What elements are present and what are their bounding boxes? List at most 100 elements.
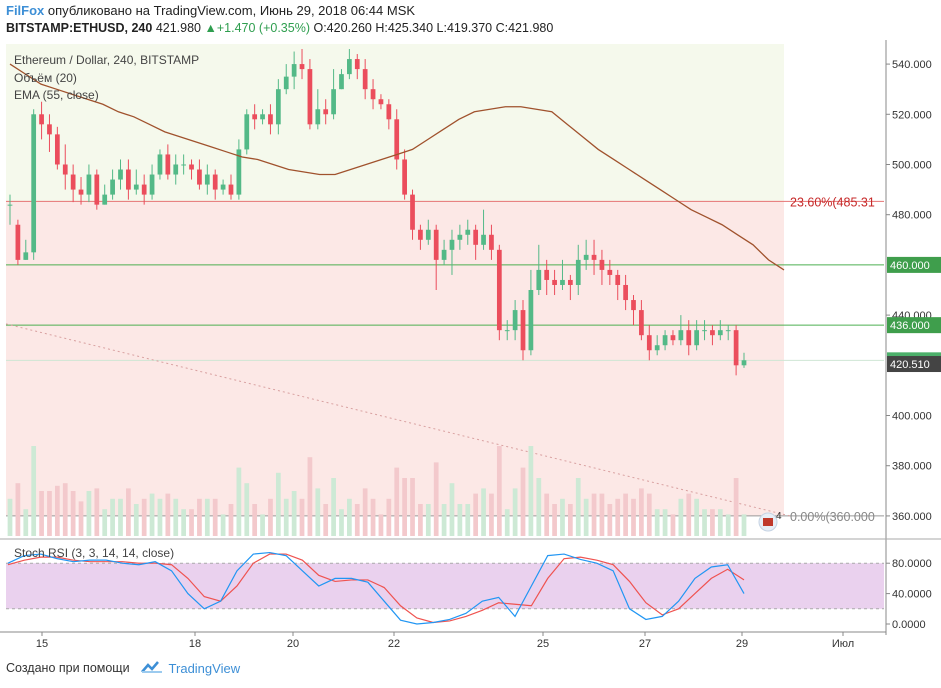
candle-body bbox=[141, 184, 147, 195]
candle-body bbox=[157, 154, 163, 175]
candle-body bbox=[520, 310, 526, 351]
candle-body bbox=[639, 310, 644, 336]
volume-bar bbox=[47, 491, 52, 536]
volume-bar bbox=[520, 467, 526, 536]
candle-body bbox=[236, 149, 242, 195]
candle-body bbox=[441, 249, 447, 260]
volume-bar bbox=[615, 498, 621, 536]
candle-body bbox=[457, 234, 463, 240]
symbol-name: BITSTAMP:ETHUSD, 240 bbox=[6, 21, 153, 35]
candle-body bbox=[670, 335, 676, 341]
time-tick-label: Июл bbox=[832, 638, 854, 650]
candle-body bbox=[686, 330, 692, 346]
candle-body bbox=[244, 114, 250, 150]
volume-bar bbox=[31, 446, 37, 536]
volume-group bbox=[7, 446, 747, 536]
tradingview-link[interactable]: TradingView bbox=[168, 661, 241, 676]
volume-bar bbox=[504, 509, 510, 536]
volume-bar bbox=[165, 493, 171, 536]
volume-bar bbox=[694, 498, 700, 536]
events-count: 4 bbox=[776, 511, 782, 522]
time-tick-label: 15 bbox=[36, 638, 48, 650]
price-badge bbox=[887, 317, 941, 334]
legend-volume: Объём (20) bbox=[14, 71, 77, 85]
price-chart[interactable]: 540.000520.000500.000480.000440.000400.0… bbox=[0, 40, 941, 655]
volume-bar bbox=[512, 488, 518, 536]
candle-body bbox=[662, 335, 668, 346]
volume-bar bbox=[244, 483, 250, 536]
volume-bar bbox=[252, 504, 258, 536]
candle-body bbox=[433, 229, 439, 260]
ohlc-low: L:419.370 bbox=[436, 21, 493, 35]
publish-header: FilFox опубликовано на TradingView.com, … bbox=[6, 3, 415, 18]
candle-body bbox=[623, 284, 628, 301]
candle-body bbox=[560, 279, 565, 285]
volume-bar bbox=[425, 504, 431, 536]
us-flag-icon bbox=[763, 518, 773, 526]
candle-body bbox=[702, 330, 707, 332]
price-tick-label: 360.000 bbox=[892, 511, 932, 523]
time-tick-label: 25 bbox=[537, 638, 549, 650]
price-badge-label: 460.000 bbox=[890, 260, 930, 272]
volume-bar bbox=[189, 509, 194, 536]
volume-bar bbox=[78, 501, 84, 536]
volume-bar bbox=[157, 498, 163, 536]
volume-bar bbox=[741, 514, 747, 536]
candle-body bbox=[47, 124, 52, 135]
volume-bar bbox=[307, 457, 313, 536]
candle-body bbox=[212, 174, 218, 190]
candle-body bbox=[197, 169, 202, 185]
price-tick-label: 540.000 bbox=[892, 59, 932, 71]
volume-bar bbox=[646, 493, 652, 536]
volume-bar bbox=[702, 509, 707, 536]
stoch-tick-label: 0.0000 bbox=[892, 619, 926, 631]
price-badge-label: 436.000 bbox=[890, 320, 930, 332]
volume-bar bbox=[465, 504, 471, 536]
price-tick-label: 380.000 bbox=[892, 461, 932, 473]
candle-body bbox=[717, 330, 723, 336]
volume-bar bbox=[54, 485, 60, 536]
volume-bar bbox=[220, 514, 226, 536]
candle-body bbox=[386, 104, 392, 120]
author-link[interactable]: FilFox bbox=[6, 3, 45, 18]
volume-bar bbox=[489, 493, 494, 536]
candle-body bbox=[323, 109, 329, 115]
volume-bar bbox=[228, 504, 234, 536]
price-tick-label: 520.000 bbox=[892, 109, 932, 121]
volume-bar bbox=[449, 483, 455, 536]
volume-bar bbox=[560, 498, 565, 536]
candle-body bbox=[567, 279, 573, 285]
volume-bar bbox=[670, 514, 676, 536]
volume-bar bbox=[567, 504, 573, 536]
volume-bar bbox=[362, 488, 368, 536]
volume-bar bbox=[536, 478, 542, 536]
volume-bar bbox=[339, 509, 344, 536]
candle-body bbox=[94, 174, 100, 205]
volume-bar bbox=[315, 488, 321, 536]
candle-body bbox=[268, 114, 273, 125]
volume-bar bbox=[347, 498, 352, 536]
volume-bar bbox=[631, 498, 636, 536]
volume-bar bbox=[591, 493, 597, 536]
candle-body bbox=[552, 279, 557, 285]
volume-bar bbox=[354, 504, 360, 536]
ema-line bbox=[9, 63, 785, 271]
candle-body bbox=[228, 184, 234, 195]
candle-body bbox=[694, 330, 700, 346]
candle-body bbox=[710, 330, 715, 336]
volume-bar bbox=[410, 478, 415, 536]
candle-body bbox=[741, 360, 747, 366]
published-text: опубликовано на TradingView.com, Июнь 29… bbox=[47, 3, 416, 18]
volume-bar bbox=[717, 509, 723, 536]
candle-body bbox=[496, 249, 502, 331]
candle-body bbox=[631, 300, 636, 311]
stoch-k-line bbox=[7, 551, 745, 625]
volume-bar bbox=[181, 509, 187, 536]
volume-bar bbox=[710, 509, 715, 536]
volume-bar bbox=[575, 478, 581, 536]
volume-bar bbox=[733, 478, 739, 536]
volume-bar bbox=[496, 446, 502, 536]
candle-body bbox=[607, 269, 613, 275]
candle-body bbox=[615, 274, 621, 285]
price-badge bbox=[887, 356, 941, 373]
